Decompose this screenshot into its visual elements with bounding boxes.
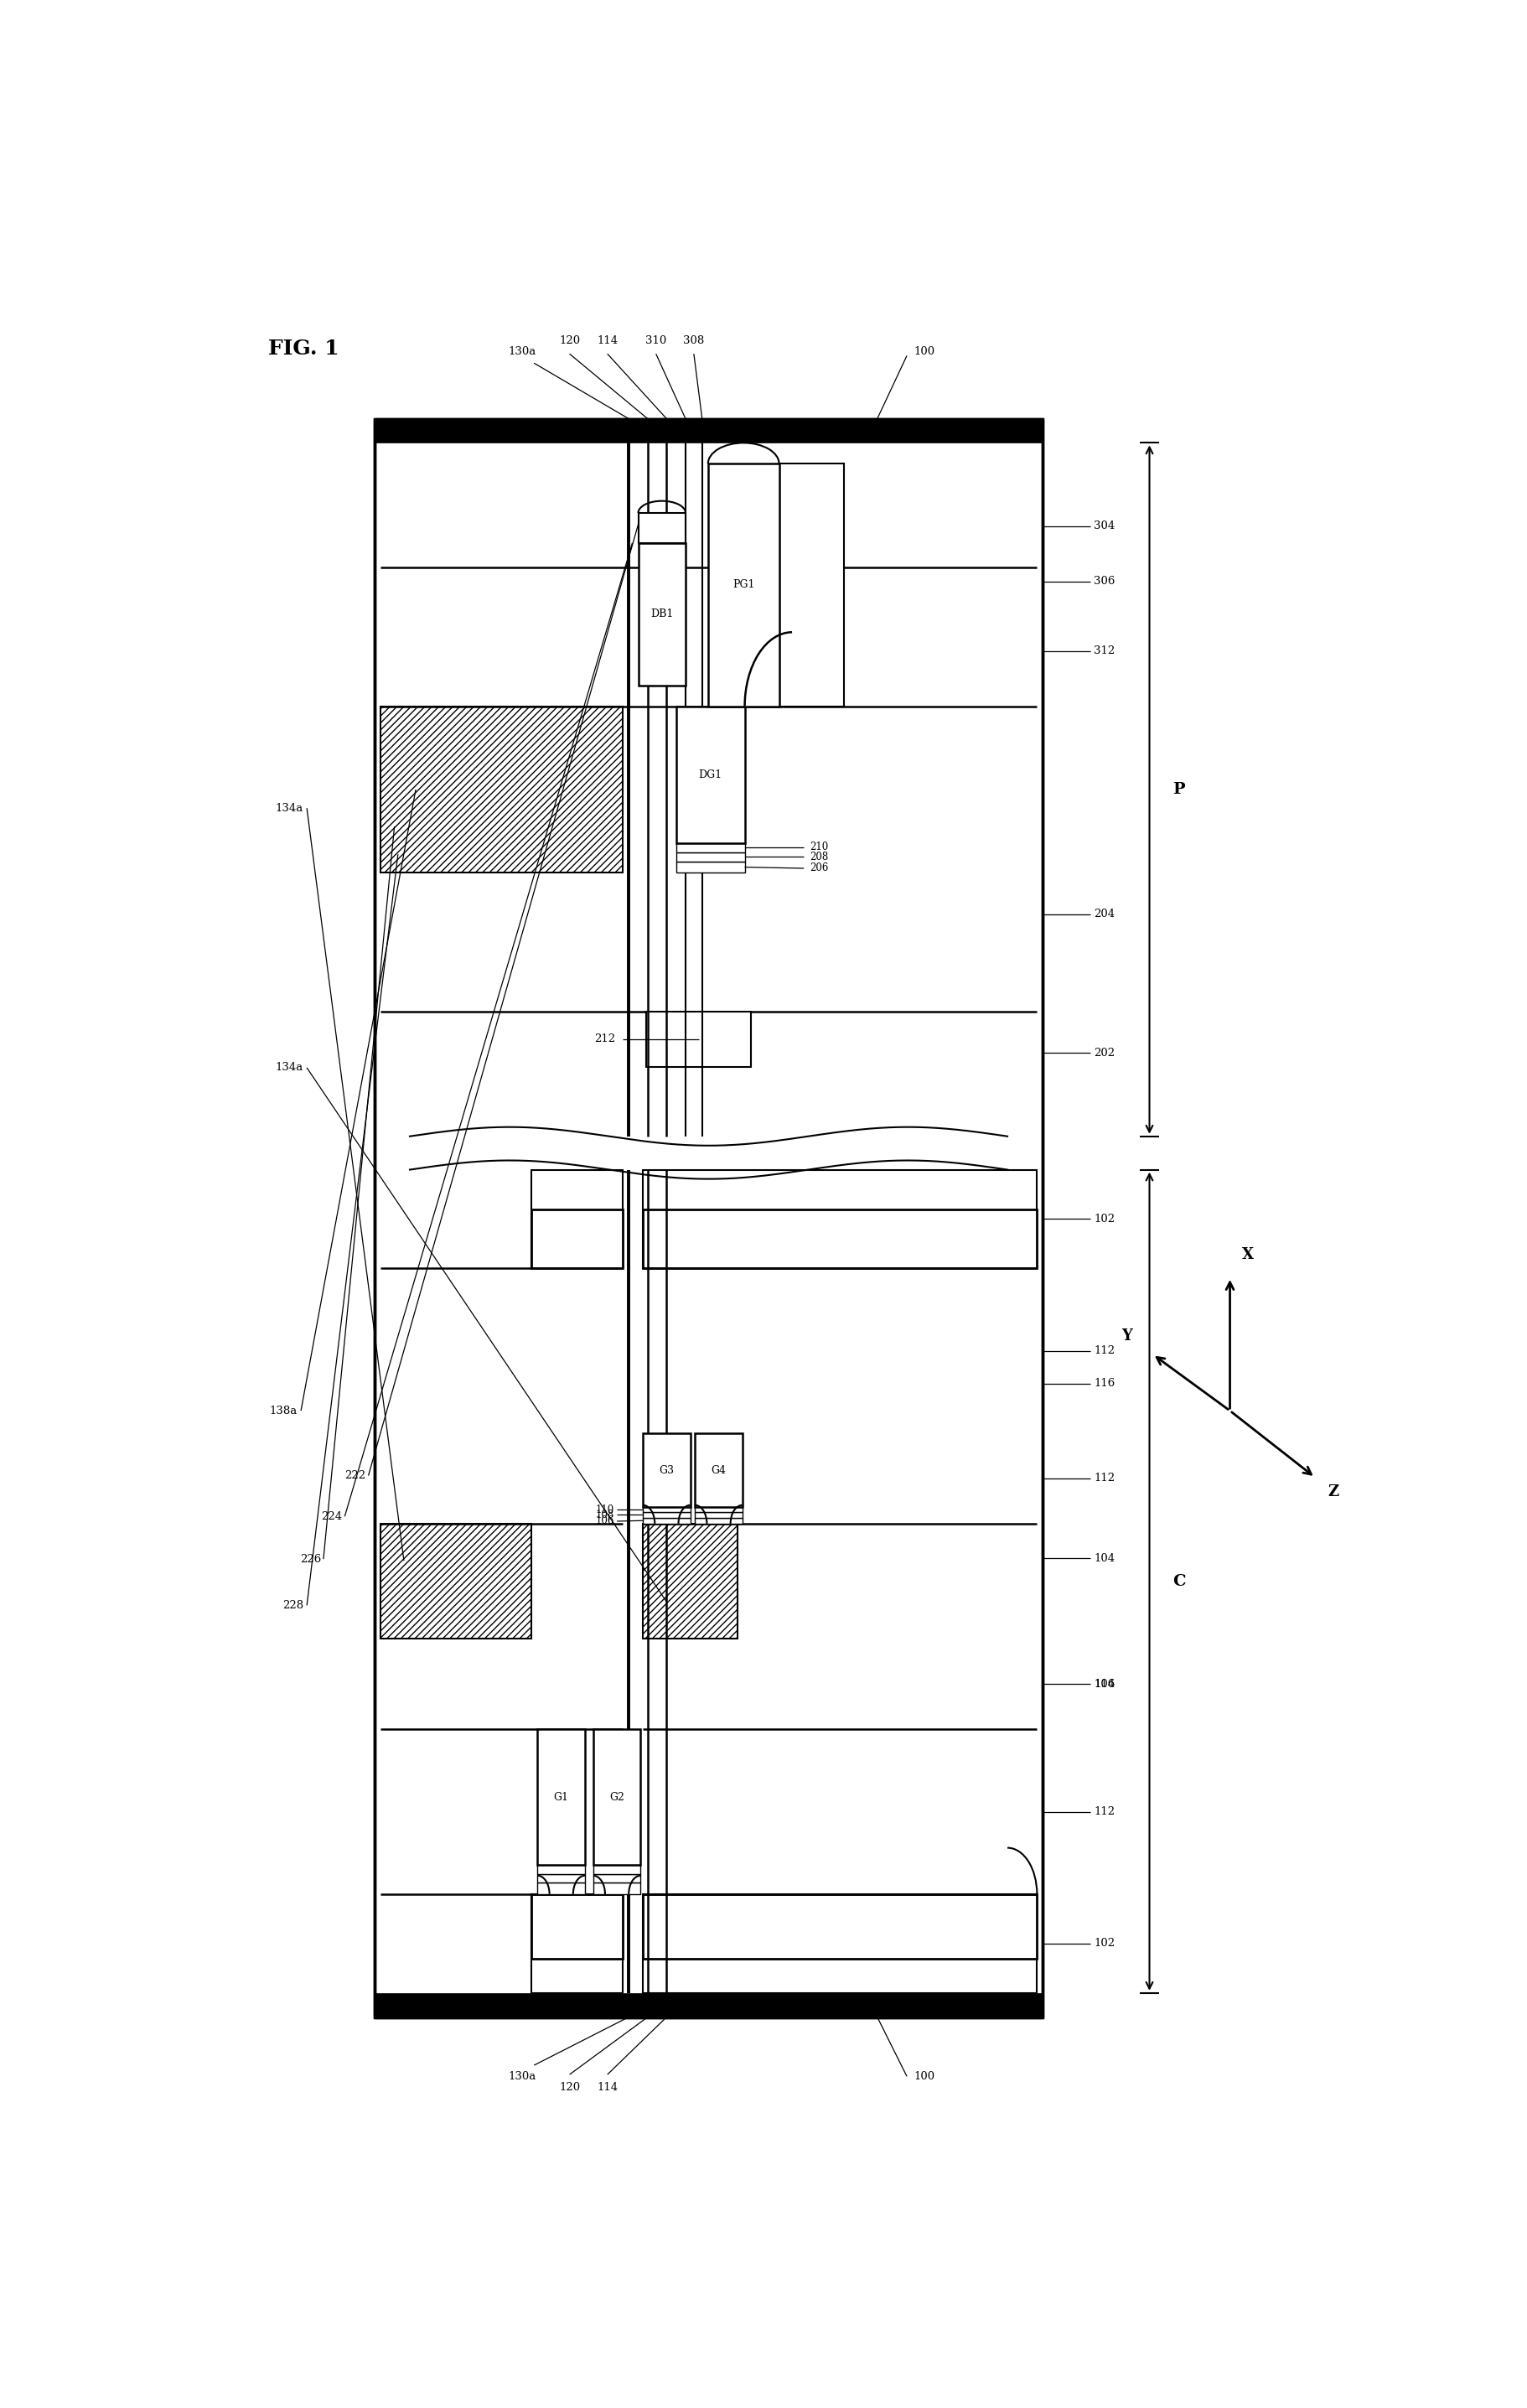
Text: 210: 210: [809, 843, 829, 852]
Bar: [695, 1507, 742, 1512]
Text: 114: 114: [597, 2083, 618, 2093]
Text: 228: 228: [282, 1599, 304, 1611]
Bar: [531, 1895, 623, 1994]
Text: 120: 120: [559, 335, 580, 347]
Bar: [531, 1895, 623, 1958]
Bar: [374, 419, 1043, 2018]
Text: 102: 102: [1093, 1214, 1115, 1226]
Text: 110: 110: [596, 1505, 614, 1515]
Text: 112: 112: [1093, 1474, 1115, 1483]
Bar: [676, 852, 745, 862]
Text: 100: 100: [915, 2071, 935, 2083]
Text: 134a: 134a: [275, 1062, 304, 1074]
Text: 116: 116: [1093, 1678, 1115, 1690]
Text: 308: 308: [683, 335, 704, 347]
Text: 104: 104: [1093, 1553, 1115, 1563]
Bar: [638, 513, 686, 542]
Bar: [643, 1433, 690, 1507]
Bar: [380, 1524, 531, 1640]
Text: 306: 306: [1093, 576, 1115, 588]
Bar: [676, 843, 745, 852]
Text: 310: 310: [646, 335, 667, 347]
Bar: [779, 465, 844, 706]
Bar: [538, 1729, 585, 1864]
Bar: [538, 1883, 585, 1895]
Text: 222: 222: [345, 1471, 366, 1481]
Bar: [643, 1524, 738, 1640]
Text: 130a: 130a: [508, 2071, 536, 2083]
Text: G1: G1: [554, 1792, 570, 1804]
Text: 106: 106: [596, 1515, 614, 1527]
Text: 112: 112: [1093, 1346, 1115, 1356]
Bar: [676, 706, 745, 843]
Bar: [374, 419, 1043, 443]
Bar: [643, 1895, 1037, 1958]
Text: 224: 224: [321, 1510, 342, 1522]
Text: 212: 212: [594, 1033, 615, 1045]
Text: Z: Z: [1327, 1486, 1338, 1500]
Bar: [709, 465, 779, 706]
Bar: [676, 862, 745, 872]
Text: X: X: [1241, 1247, 1254, 1262]
Text: G4: G4: [712, 1464, 727, 1476]
Text: 114: 114: [597, 335, 618, 347]
Text: 116: 116: [1093, 1377, 1115, 1389]
Bar: [592, 1883, 641, 1895]
Text: 102: 102: [1093, 1938, 1115, 1948]
Text: 104: 104: [1093, 1678, 1115, 1690]
Bar: [592, 1873, 641, 1883]
Text: P: P: [1173, 783, 1185, 797]
Bar: [695, 1433, 742, 1507]
Text: 226: 226: [299, 1553, 321, 1565]
Text: PG1: PG1: [733, 580, 754, 590]
Bar: [695, 1512, 742, 1517]
Bar: [531, 1170, 623, 1269]
Bar: [592, 1864, 641, 1873]
Bar: [695, 1517, 742, 1524]
Text: G2: G2: [609, 1792, 625, 1804]
Text: 202: 202: [1093, 1047, 1115, 1060]
Bar: [538, 1864, 585, 1873]
Text: DG1: DG1: [699, 768, 722, 780]
Text: 138a: 138a: [270, 1406, 298, 1416]
Bar: [643, 1517, 690, 1524]
Bar: [538, 1873, 585, 1883]
Text: FIG. 1: FIG. 1: [267, 337, 339, 359]
Bar: [592, 1729, 641, 1864]
Text: 312: 312: [1093, 645, 1115, 657]
Text: C: C: [1173, 1575, 1185, 1589]
Text: 108: 108: [596, 1510, 614, 1519]
Text: DB1: DB1: [651, 609, 673, 619]
Text: 204: 204: [1093, 908, 1115, 920]
Bar: [646, 1011, 751, 1067]
Bar: [643, 1209, 1037, 1269]
Bar: [380, 706, 623, 872]
Bar: [643, 1170, 1037, 1269]
Text: 130a: 130a: [508, 347, 536, 356]
Bar: [643, 1507, 690, 1512]
Text: G3: G3: [660, 1464, 673, 1476]
Bar: [531, 1209, 623, 1269]
Text: 206: 206: [809, 862, 829, 874]
Text: 100: 100: [915, 347, 935, 356]
Bar: [643, 1895, 1037, 1994]
Bar: [374, 1994, 1043, 2018]
Text: 112: 112: [1093, 1806, 1115, 1818]
Text: 208: 208: [809, 850, 829, 862]
Bar: [638, 542, 686, 686]
Text: 304: 304: [1093, 520, 1115, 532]
Text: 134a: 134a: [275, 802, 304, 814]
Text: Y: Y: [1121, 1329, 1132, 1344]
Bar: [643, 1512, 690, 1517]
Text: 120: 120: [559, 2083, 580, 2093]
